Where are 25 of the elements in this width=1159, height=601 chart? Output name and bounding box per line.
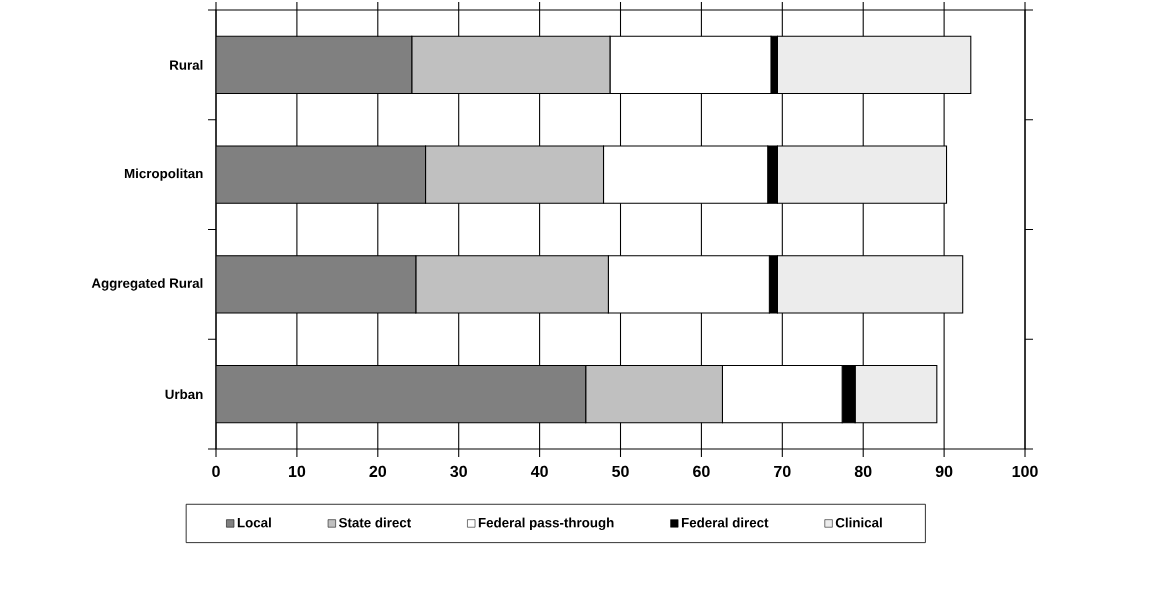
y-tick-label: Micropolitan [124, 168, 203, 181]
legend-label: Local [237, 517, 271, 528]
y-tick-label: Aggregated Rural [91, 278, 203, 291]
bar [776, 35, 972, 95]
bar [216, 255, 417, 314]
x-tick-label: 80 [854, 465, 872, 478]
x-tick-label: 30 [450, 465, 467, 478]
x-tick-label: 20 [369, 465, 387, 478]
legend-label: Federal direct [681, 517, 769, 528]
bar [216, 145, 427, 204]
y-tick-label: Urban [165, 389, 203, 400]
legend-label: Clinical [835, 517, 882, 528]
y-tick-label: Rural [170, 59, 203, 70]
x-tick-label: 100 [1012, 465, 1038, 478]
legend-label: State direct [338, 517, 412, 528]
x-tick-label: 40 [530, 465, 548, 478]
x-tick-label: 70 [774, 465, 791, 478]
bar [216, 35, 413, 95]
x-tick-label: 0 [212, 465, 220, 478]
x-tick-label: 90 [935, 465, 953, 478]
bar [216, 364, 587, 424]
x-tick-label: 60 [693, 465, 710, 478]
x-tick-label: 10 [289, 465, 306, 478]
x-tick-label: 50 [612, 465, 629, 478]
legend-label: Federal pass-through [478, 517, 614, 531]
